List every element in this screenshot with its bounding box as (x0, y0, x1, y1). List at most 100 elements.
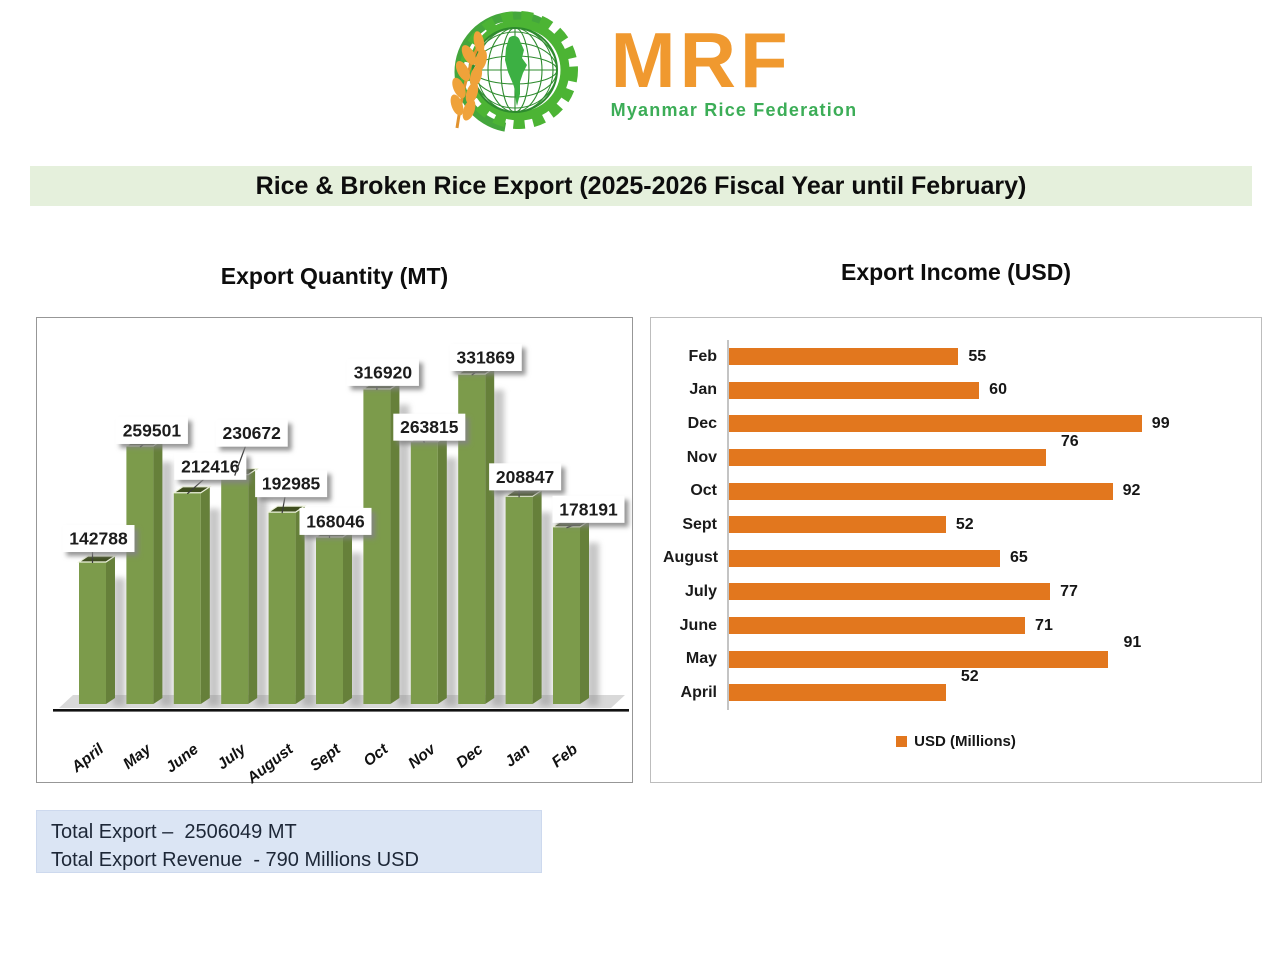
quantity-chart-title: Export Quantity (MT) (220, 263, 449, 289)
x-axis-line (53, 709, 629, 712)
banner: Rice & Broken Rice Export (2025-2026 Fis… (30, 166, 1252, 206)
bar-side (200, 486, 210, 704)
label-callout (186, 478, 205, 495)
bar-side (390, 382, 400, 704)
bar-shadow (207, 508, 220, 706)
bar-shadow (539, 512, 552, 706)
export-income-chart: Feb 55 Jan 60 Dec 99 Nov 76 Oct 92 Sept 52 August 65 J… (650, 317, 1262, 783)
data-label-box (62, 525, 135, 553)
x-tick-may: May (120, 740, 155, 773)
data-label-july: 230672 (222, 423, 281, 443)
data-label-june: 212416 (181, 456, 240, 476)
bar-shadow (444, 457, 457, 706)
bar-shadow (255, 490, 268, 706)
data-label-may: 259501 (123, 420, 182, 440)
income-bar-august (729, 549, 1001, 567)
bar-track: 91 (727, 634, 1245, 676)
y-tick-nov: Nov (686, 448, 717, 466)
data-label-oct: 316920 (354, 362, 413, 382)
income-bar-dec (729, 415, 1142, 433)
bar-side (485, 368, 495, 704)
bar-top (266, 505, 307, 513)
income-value-dec: 99 (1151, 414, 1170, 432)
x-tick-april: April (68, 740, 108, 776)
x-tick-july: July (214, 740, 250, 773)
data-label-feb: 178191 (559, 499, 618, 519)
banner-title: Rice & Broken Rice Export (2025-2026 Fis… (255, 171, 1027, 200)
y-tick-may: May (685, 650, 717, 668)
bar-track: 77 (727, 575, 1245, 609)
total-revenue-line: Total Export Revenue - 790 Millions USD (51, 849, 419, 872)
income-bar-april (729, 684, 946, 702)
mrf-emblem-icon (450, 11, 578, 133)
income-chart-legend: USD (Millions) (651, 733, 1261, 750)
bar-front-nov (410, 441, 438, 704)
income-value-august: 65 (1010, 549, 1028, 567)
bar-track: 52 (727, 507, 1245, 542)
total-export-line: Total Export – 2506049 MT (51, 821, 297, 843)
quantity-chart-canvas: 142788 259501 212416 230672 192985 168046 3169… (53, 344, 629, 788)
mrf-acronym: MRF (610, 15, 792, 104)
globe-icon (471, 27, 558, 113)
income-value-june: 71 (1035, 616, 1053, 634)
income-row-feb: Feb 55 (663, 340, 1245, 374)
income-bar-jan (729, 381, 980, 399)
income-row-nov: Nov 76 (663, 433, 1245, 475)
bar-track: 52 (727, 668, 1245, 710)
income-row-sept: Sept 52 (663, 507, 1245, 542)
income-bar-oct (729, 482, 1113, 500)
bar-front-jan (505, 496, 533, 704)
data-label-box (393, 413, 466, 441)
income-bar-sept (729, 516, 946, 534)
y-tick-feb: Feb (688, 347, 717, 365)
bar-track: 60 (727, 373, 1245, 408)
bar-front-august (268, 512, 296, 704)
income-row-june: June 71 (663, 608, 1245, 643)
bar-side (295, 506, 305, 704)
bar-shadow (397, 404, 410, 706)
bar-shadow (350, 552, 362, 706)
y-tick-july: July (684, 582, 717, 600)
income-row-may: May 91 (663, 634, 1245, 676)
income-row-july: July 77 (663, 575, 1245, 609)
legend-label: USD (Millions) (914, 733, 1016, 750)
x-tick-nov: Nov (405, 740, 440, 772)
income-value-oct: 92 (1122, 482, 1141, 500)
x-tick-feb: Feb (549, 740, 582, 771)
y-tick-dec: Dec (687, 414, 717, 432)
bar-track: 99 (727, 407, 1245, 441)
mrf-logo: MRF Myanmar Rice Federation (0, 10, 1280, 134)
x-tick-dec: Dec (453, 741, 486, 772)
bar-front-april (79, 562, 106, 704)
bar-side (532, 490, 542, 704)
data-label-box (115, 416, 188, 444)
bar-front-sept (316, 536, 343, 704)
income-row-april: April 52 (663, 668, 1245, 710)
y-tick-sept: Sept (682, 515, 717, 533)
bar-front-june (173, 492, 201, 704)
income-chart-title: Export Income (USD) (840, 259, 1072, 285)
income-value-sept: 52 (955, 515, 974, 533)
income-bar-june (729, 617, 1026, 635)
bar-shadow (113, 578, 125, 706)
income-bar-feb (729, 348, 959, 366)
bar-front-may (126, 445, 154, 704)
bar-track: 92 (727, 474, 1245, 508)
income-value-nov: 76 (1060, 432, 1079, 450)
y-tick-april: April (680, 683, 717, 701)
data-label-april: 142788 (69, 529, 128, 549)
x-tick-august: August (243, 740, 297, 787)
legend-swatch-icon (896, 736, 908, 747)
income-bar-nov (729, 449, 1046, 467)
data-label-box (255, 470, 328, 498)
bar-top (77, 555, 117, 563)
y-tick-oct: Oct (690, 482, 717, 500)
x-tick-jan: Jan (502, 741, 534, 771)
y-tick-june: June (679, 616, 717, 634)
y-tick-august: August (663, 549, 719, 567)
x-tick-june: June (163, 741, 202, 777)
income-row-oct: Oct 92 (663, 474, 1245, 508)
data-label-box (299, 507, 372, 535)
bar-shadow (587, 542, 599, 706)
data-label-sept: 168046 (306, 511, 365, 531)
